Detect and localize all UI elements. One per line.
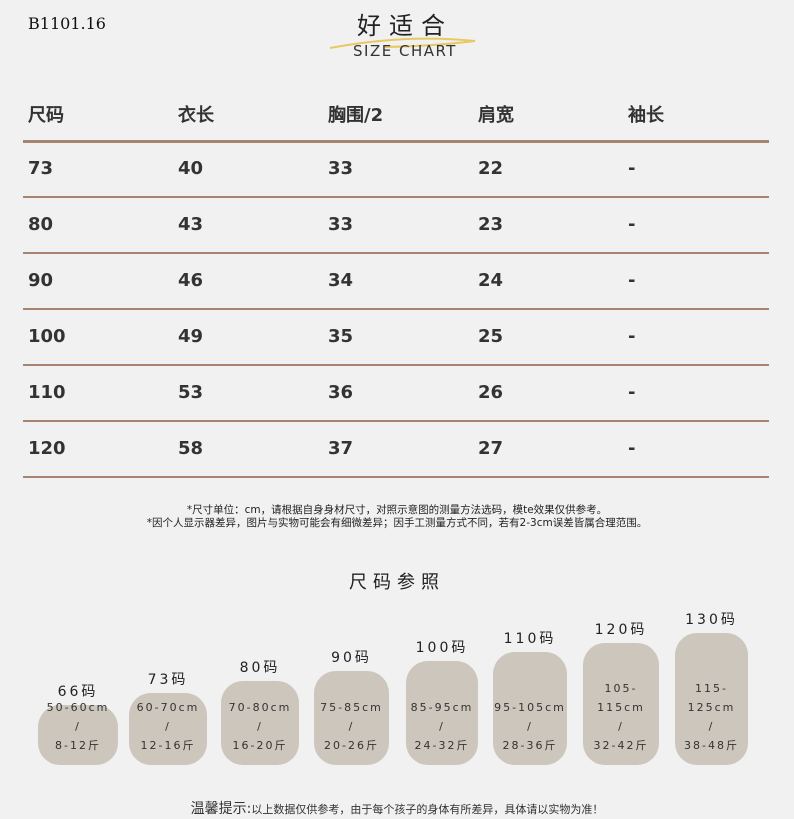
table-cell: 49 (178, 326, 204, 347)
separator: / (439, 720, 445, 733)
column-header: 胸围/2 (328, 105, 384, 126)
tip-text: 以上数据仅供参考，由于每个孩子的身体有所差异，具体请以实物为准！ (251, 803, 604, 816)
size-card: 95-105cm / 28-36斤 (493, 652, 567, 765)
size-chart-subtitle: SIZE CHART (353, 42, 457, 60)
separator: / (75, 720, 81, 733)
size-label: 66码 (57, 684, 99, 700)
brand-swoosh (329, 37, 476, 49)
table-cell: 34 (328, 270, 354, 291)
table-cell: - (628, 438, 636, 459)
table-cell: - (628, 158, 636, 179)
size-label: 73码 (147, 672, 189, 688)
height-range: 95-105cm (494, 701, 566, 714)
table-cell: - (628, 382, 636, 403)
height-range: 105-115cm (597, 682, 645, 714)
table-cell: 43 (178, 214, 204, 235)
size-label: 100码 (415, 640, 469, 656)
column-header: 袖长 (628, 105, 664, 126)
size-card: 105-115cm / 32-42斤 (583, 643, 659, 765)
weight-range: 28-36斤 (502, 739, 558, 752)
table-cell: - (628, 270, 636, 291)
table-cell: - (628, 326, 636, 347)
height-range: 60-70cm (136, 701, 200, 714)
weight-range: 16-20斤 (232, 739, 288, 752)
separator: / (348, 720, 355, 733)
brand-logo: 好适合 (357, 12, 453, 40)
note-line: *因个人显示器差异，图片与实物可能会有细微差异；因手工测量方式不同，若有2-3c… (146, 517, 648, 529)
row-divider (23, 420, 769, 422)
note-line: *尺寸单位：cm，请根据自身身材尺寸，对照示意图的测量方法选码，模te效果仅供参… (186, 504, 608, 516)
column-header: 衣长 (178, 105, 214, 126)
size-label: 130码 (685, 612, 738, 628)
size-card: 75-85cm / 20-26斤 (314, 671, 389, 765)
table-cell: 100 (28, 326, 66, 347)
weight-range: 32-42斤 (593, 739, 649, 752)
size-card: 115-125cm / 38-48斤 (675, 633, 748, 765)
height-range: 115-125cm (687, 682, 736, 714)
table-cell: 46 (178, 270, 204, 291)
weight-range: 20-26斤 (324, 739, 379, 752)
table-cell: 73 (28, 158, 54, 179)
reference-title: 尺码参照 (349, 572, 445, 593)
size-card: 70-80cm / 16-20斤 (221, 681, 299, 765)
table-cell: 53 (178, 382, 204, 403)
table-cell: 26 (478, 382, 504, 403)
column-header: 肩宽 (478, 105, 514, 126)
tip-label: 温馨提示: (190, 801, 252, 817)
separator: / (618, 720, 624, 733)
table-cell: 37 (328, 438, 354, 459)
size-card: 60-70cm / 12-16斤 (129, 693, 207, 765)
height-range: 75-85cm (320, 701, 383, 714)
height-range: 85-95cm (410, 701, 474, 714)
table-cell: 35 (328, 326, 354, 347)
separator: / (257, 720, 263, 733)
row-divider (23, 308, 769, 310)
table-cell: 58 (178, 438, 204, 459)
height-range: 50-60cm (46, 701, 110, 714)
row-divider (23, 252, 769, 254)
table-cell: 36 (328, 382, 354, 403)
table-cell: 23 (478, 214, 504, 235)
table-cell: 27 (478, 438, 504, 459)
table-cell: 24 (478, 270, 504, 291)
separator: / (527, 720, 533, 733)
row-divider (23, 364, 769, 366)
size-card: 50-60cm / 8-12斤 (38, 701, 118, 765)
header-divider (23, 140, 769, 143)
weight-range: 24-32斤 (414, 739, 470, 752)
table-cell: 120 (28, 438, 66, 459)
tip: 温馨提示:以上数据仅供参考，由于每个孩子的身体有所差异，具体请以实物为准！ (0, 798, 794, 818)
product-code: B1101.16 (28, 14, 106, 33)
weight-range: 38-48斤 (684, 739, 739, 752)
height-range: 70-80cm (228, 701, 292, 714)
table-cell: 25 (478, 326, 504, 347)
table-cell: 40 (178, 158, 204, 179)
table-cell: 80 (28, 214, 54, 235)
weight-range: 8-12斤 (55, 739, 101, 752)
weight-range: 12-16斤 (140, 739, 196, 752)
size-label: 110码 (503, 631, 557, 647)
separator: / (165, 720, 171, 733)
table-cell: 33 (328, 158, 354, 179)
table-cell: 90 (28, 270, 54, 291)
row-divider (23, 476, 769, 478)
size-label: 80码 (239, 660, 281, 676)
size-card: 85-95cm / 24-32斤 (406, 661, 478, 765)
row-divider (23, 196, 769, 198)
size-label: 120码 (594, 622, 648, 638)
size-label: 90码 (331, 650, 372, 666)
column-header: 尺码 (28, 105, 64, 126)
table-cell: 22 (478, 158, 504, 179)
table-cell: - (628, 214, 636, 235)
separator: / (708, 720, 715, 733)
table-cell: 33 (328, 214, 354, 235)
table-cell: 110 (28, 382, 66, 403)
